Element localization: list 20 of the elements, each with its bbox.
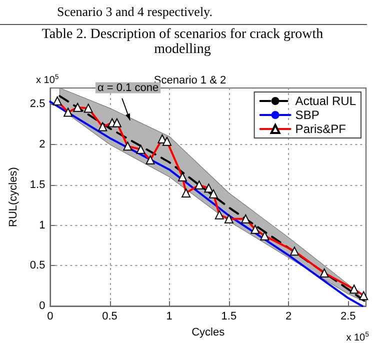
- x-axis-title: Cycles: [192, 326, 226, 338]
- y-tick-label: 2.5: [30, 98, 46, 110]
- y-tick-label: 0: [39, 300, 46, 312]
- y-axis-title: RUL(cycles): [8, 167, 20, 228]
- x-tick-label: 1: [166, 310, 172, 323]
- x-tick-label: 0.5: [102, 310, 118, 323]
- legend-label: Actual RUL: [295, 94, 356, 108]
- text: Scenario 3 and 4 respectively.: [0, 0, 367, 25]
- y-tick-label: 1.5: [30, 178, 46, 191]
- annotation: α = 0.1 cone: [97, 82, 159, 94]
- x-tick-label: 1.5: [221, 310, 237, 323]
- y-tick-label: 1: [39, 219, 46, 232]
- x-tick-label: 2: [285, 310, 292, 323]
- x-tick-label: 2.5: [340, 310, 356, 323]
- caption: Table 2. Description of scenarios for crack growth modelling: [40, 26, 324, 57]
- x-tick-label: 0: [47, 310, 54, 323]
- y-tick-label: 2: [39, 138, 46, 151]
- legend-label: Paris&PF: [295, 122, 346, 136]
- y-tick-label: 0.5: [30, 260, 46, 272]
- legend-label: SBP: [295, 108, 320, 122]
